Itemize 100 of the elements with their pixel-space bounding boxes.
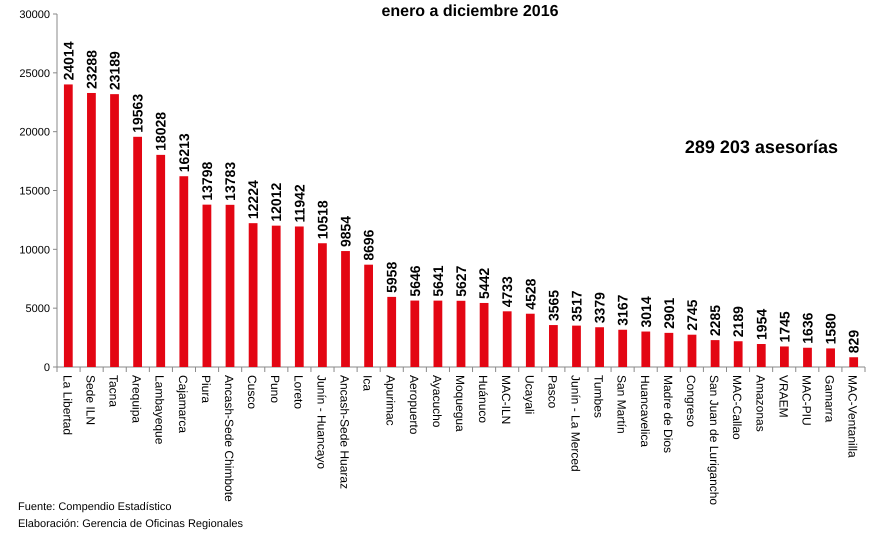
- bar: [549, 325, 558, 367]
- x-tick-label: Congreso: [684, 375, 698, 428]
- y-tick-label: 15000: [19, 186, 50, 198]
- bar: [803, 348, 812, 367]
- bar: [756, 344, 766, 367]
- data-label: 5641: [430, 265, 446, 297]
- bar: [480, 302, 488, 367]
- bar: [618, 330, 628, 367]
- data-label: 18028: [152, 112, 169, 151]
- data-label: 5958: [384, 262, 400, 293]
- bar: [734, 341, 743, 367]
- x-tick-label: Tumbes: [592, 375, 606, 418]
- data-label: 3517: [568, 290, 584, 322]
- data-label: 12224: [245, 180, 262, 220]
- y-tick-label: 20000: [19, 126, 50, 139]
- data-label: 4528: [522, 278, 538, 310]
- x-tick-label: San Juan de Lurigancho: [707, 375, 722, 506]
- data-label: 5442: [476, 268, 492, 299]
- x-tick-label: Loreto: [291, 375, 306, 410]
- x-tick-label: Madre de Dios: [660, 375, 675, 454]
- data-label: 5646: [406, 265, 423, 297]
- x-tick-label: Piura: [198, 375, 213, 404]
- data-label: 9854: [338, 216, 354, 248]
- data-label: 12012: [268, 182, 284, 222]
- data-label: 1745: [776, 311, 792, 342]
- bar: [179, 176, 188, 367]
- bar: [341, 251, 350, 367]
- y-tick-label: 10000: [19, 244, 50, 256]
- x-tick-label: Moquegua: [453, 375, 467, 432]
- data-label: 13798: [198, 162, 215, 201]
- x-tick-label: Junín - Huancayo: [314, 375, 328, 470]
- bar: [248, 223, 258, 367]
- x-tick-label: Ica: [360, 375, 375, 392]
- data-label: 3565: [545, 290, 562, 322]
- x-tick-label: Lambayeque: [152, 375, 167, 445]
- data-label: 10518: [314, 200, 330, 240]
- x-tick-label: MAC-PIU: [799, 375, 814, 426]
- bar: [780, 346, 789, 367]
- x-tick-label: Apurimac: [384, 375, 398, 426]
- data-label: 2189: [730, 306, 746, 338]
- annotation: 289 203 asesorías: [684, 137, 838, 157]
- x-tick-label: Cusco: [245, 375, 260, 410]
- data-label: 23288: [83, 50, 100, 89]
- data-label: 1954: [753, 308, 770, 340]
- data-label: 829: [846, 330, 862, 354]
- x-tick-label: Ayacucho: [430, 375, 444, 428]
- x-tick-label: Huancavelica: [638, 375, 652, 448]
- data-label: 2285: [707, 304, 724, 336]
- data-label: 5627: [453, 265, 469, 297]
- bar: [156, 154, 166, 367]
- data-label: 8696: [360, 229, 377, 261]
- bar: [572, 326, 581, 367]
- data-label: 16213: [176, 133, 192, 172]
- x-tick-label: MAC-ILN: [499, 375, 514, 424]
- bar: [364, 264, 373, 367]
- bar: [664, 332, 674, 367]
- y-tick-label: 30000: [19, 9, 50, 21]
- data-label: 13783: [222, 162, 238, 201]
- text: Elaboración: Gerencia de Oficinas Regionales: [18, 518, 244, 530]
- x-tick-label: MAC-Ventanilla: [846, 375, 860, 458]
- data-label: 3167: [614, 294, 631, 326]
- bar: [318, 243, 327, 367]
- data-label: 24014: [60, 41, 76, 80]
- data-label: 23189: [106, 51, 123, 90]
- x-tick-label: Cajamarca: [176, 375, 190, 434]
- x-tick-label: Huánuco: [476, 375, 490, 424]
- x-tick-label: La Libertad: [60, 375, 74, 436]
- data-label: 11942: [291, 184, 308, 222]
- x-tick-label: Aeropuerto: [406, 375, 421, 435]
- bar: [434, 300, 442, 367]
- data-label: 4733: [499, 276, 516, 308]
- x-tick-label: Sede ILN: [83, 375, 98, 426]
- bar: [294, 226, 304, 367]
- x-tick-label: Tacna: [106, 375, 121, 408]
- y-tick-label: 5000: [26, 303, 50, 316]
- data-label: 3014: [638, 296, 654, 328]
- chart-title: enero a diciembre 2016: [382, 3, 559, 20]
- x-tick-label: Ucayali: [522, 375, 536, 414]
- bar: [526, 314, 535, 367]
- data-label: 3379: [592, 292, 608, 324]
- x-tick-label: Puno: [268, 375, 282, 404]
- x-tick-label: Ancash-Sede Huaraz: [338, 375, 352, 490]
- data-label: 2901: [660, 298, 677, 329]
- x-tick-label: VRAEM: [776, 375, 790, 418]
- bar: [410, 300, 420, 367]
- bar: [202, 204, 212, 367]
- bar: [272, 226, 281, 367]
- x-tick-label: Gamarra: [822, 375, 837, 423]
- bar: [64, 84, 73, 367]
- bar: [87, 92, 96, 367]
- x-tick-label: Pasco: [545, 375, 560, 409]
- bar: [849, 357, 858, 367]
- x-tick-label: Arequipa: [130, 375, 144, 424]
- x-tick-label: Junín - La Merced: [568, 375, 582, 472]
- bar: [710, 340, 720, 367]
- data-label: 2745: [684, 299, 700, 331]
- bar: [133, 136, 142, 367]
- bar: [502, 311, 512, 367]
- y-tick-label: 25000: [19, 68, 50, 80]
- x-tick-label: Ancash-Sede Chimbote: [222, 375, 236, 502]
